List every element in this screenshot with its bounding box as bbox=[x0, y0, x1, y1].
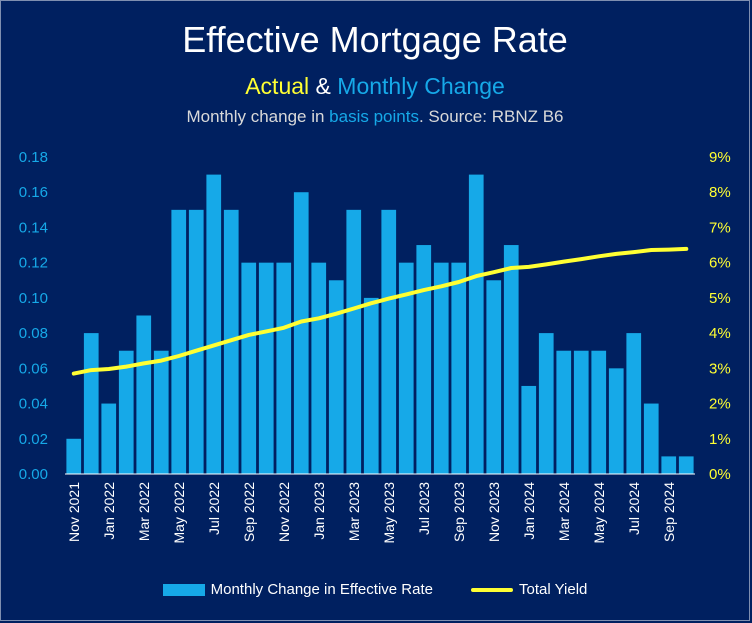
chart-caption: Monthly change in basis points. Source: … bbox=[1, 107, 749, 127]
x-tick-label: Nov 2022 bbox=[276, 482, 292, 542]
bar bbox=[643, 403, 659, 474]
x-tick-label: Jan 2024 bbox=[521, 482, 537, 540]
bar bbox=[433, 262, 449, 474]
x-tick-label: Jan 2023 bbox=[311, 482, 327, 540]
bar bbox=[608, 368, 624, 474]
bar bbox=[258, 262, 274, 474]
bar bbox=[556, 350, 572, 474]
bar bbox=[573, 350, 589, 474]
bar bbox=[153, 350, 169, 474]
bar bbox=[381, 209, 397, 475]
chart-subtitle: Actual & Monthly Change bbox=[1, 73, 749, 100]
y-left-tick-label: 0.08 bbox=[19, 325, 48, 342]
bar bbox=[486, 280, 502, 474]
x-tick-label: Mar 2023 bbox=[346, 482, 362, 541]
y-right-tick-label: 0% bbox=[709, 466, 731, 483]
bar bbox=[311, 262, 327, 474]
y-right-tick-label: 7% bbox=[709, 219, 731, 236]
x-tick-label: Jul 2022 bbox=[206, 482, 222, 535]
chart-legend: Monthly Change in Effective Rate Total Y… bbox=[1, 581, 749, 598]
bar bbox=[136, 315, 152, 474]
legend-item-total-yield: Total Yield bbox=[470, 581, 588, 598]
chart-title: Effective Mortgage Rate bbox=[182, 19, 568, 60]
x-tick-label: May 2022 bbox=[171, 482, 187, 544]
bar bbox=[503, 245, 519, 474]
total-yield-line bbox=[71, 246, 689, 376]
bar bbox=[678, 456, 694, 474]
bar bbox=[416, 245, 432, 474]
x-tick-label: May 2024 bbox=[591, 482, 607, 544]
y-right-tick-label: 2% bbox=[709, 396, 731, 413]
bar bbox=[346, 209, 362, 475]
y-left-tick-label: 0.00 bbox=[19, 466, 48, 483]
bar bbox=[521, 385, 537, 474]
bar bbox=[538, 333, 554, 474]
x-tick-label: Sep 2024 bbox=[661, 482, 677, 542]
y-left-tick-label: 0.14 bbox=[19, 219, 48, 236]
y-left-tick-label: 0.16 bbox=[19, 184, 48, 201]
x-tick-label: Jul 2024 bbox=[626, 482, 642, 535]
bar bbox=[188, 209, 204, 475]
bar bbox=[241, 262, 257, 474]
y-right-tick-label: 6% bbox=[709, 255, 731, 272]
legend-label-monthly-change: Monthly Change in Effective Rate bbox=[210, 581, 433, 598]
bar bbox=[468, 174, 484, 474]
caption-basis-points: basis points bbox=[329, 107, 419, 126]
y-right-tick-label: 9% bbox=[709, 149, 731, 166]
bar bbox=[293, 192, 309, 474]
bar bbox=[83, 333, 99, 474]
y-right-tick-label: 1% bbox=[709, 431, 731, 448]
legend-item-monthly-change: Monthly Change in Effective Rate bbox=[162, 581, 433, 598]
x-tick-label: Nov 2021 bbox=[66, 482, 82, 542]
bar bbox=[276, 262, 292, 474]
subtitle-monthly-change: Monthly Change bbox=[337, 73, 505, 99]
subtitle-and: & bbox=[309, 73, 338, 99]
bar bbox=[451, 262, 467, 474]
y-right-tick-label: 4% bbox=[709, 325, 731, 342]
x-tick-label: Jan 2022 bbox=[101, 482, 117, 540]
bar bbox=[66, 438, 82, 474]
x-tick-label: Sep 2022 bbox=[241, 482, 257, 542]
y-left-tick-label: 0.04 bbox=[19, 396, 48, 413]
legend-label-total-yield: Total Yield bbox=[518, 581, 588, 598]
caption-part-1: Monthly change in bbox=[186, 107, 330, 126]
bar bbox=[591, 350, 607, 474]
y-right-tick-label: 8% bbox=[709, 184, 731, 201]
x-tick-label: Mar 2024 bbox=[556, 482, 572, 541]
x-tick-label: Mar 2022 bbox=[136, 482, 152, 541]
x-tick-label: Jul 2023 bbox=[416, 482, 432, 535]
legend-swatch-line bbox=[470, 587, 513, 592]
y-right-tick-label: 3% bbox=[709, 360, 731, 377]
y-left-tick-label: 0.18 bbox=[19, 149, 48, 166]
bar bbox=[398, 262, 414, 474]
x-tick-label: May 2023 bbox=[381, 482, 397, 544]
y-left-tick-label: 0.12 bbox=[19, 255, 48, 272]
bar bbox=[206, 174, 222, 474]
y-left-tick-label: 0.02 bbox=[19, 431, 48, 448]
bar bbox=[363, 297, 379, 474]
bar bbox=[661, 456, 677, 474]
bar bbox=[101, 403, 117, 474]
bar bbox=[328, 280, 344, 474]
x-tick-label: Nov 2023 bbox=[486, 482, 502, 542]
y-left-tick-label: 0.10 bbox=[19, 290, 48, 307]
subtitle-actual: Actual bbox=[245, 73, 310, 99]
x-tick-label: Sep 2023 bbox=[451, 482, 467, 542]
y-right-tick-label: 5% bbox=[709, 290, 731, 307]
bar bbox=[171, 209, 187, 475]
bar bbox=[626, 333, 642, 474]
bar bbox=[118, 350, 134, 474]
caption-source: . Source: RBNZ B6 bbox=[418, 107, 564, 126]
y-left-tick-label: 0.06 bbox=[19, 360, 48, 377]
legend-swatch-bar bbox=[162, 583, 205, 596]
